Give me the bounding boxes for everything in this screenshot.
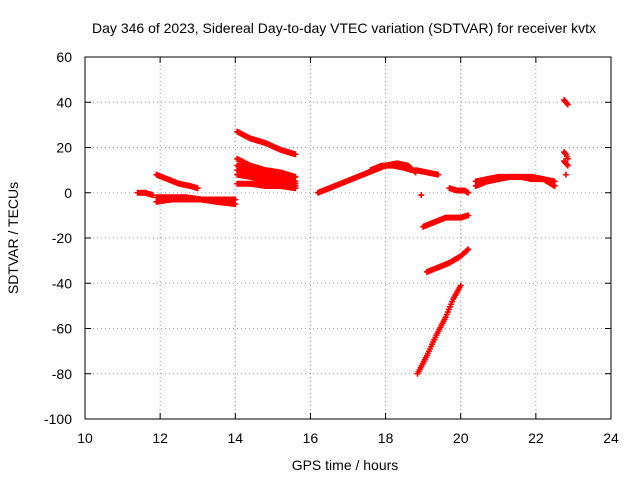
y-tick-label: 60 [56,49,72,65]
x-tick-label: 16 [303,430,319,446]
y-tick-label: -60 [52,321,72,337]
data-series-segment [234,128,299,158]
y-tick-label: 0 [64,185,72,201]
data-point-markers [234,162,299,185]
x-tick-label: 22 [528,430,544,446]
y-tick-label: -100 [44,411,72,427]
data-series-segment [234,155,299,180]
y-tick-label: -80 [52,366,72,382]
x-tick-label: 12 [152,430,168,446]
data-points [134,96,571,377]
data-point-markers [414,282,464,377]
data-series-segment [446,185,472,196]
data-point-markers [561,149,571,162]
x-tick-label: 24 [603,430,619,446]
y-axis-label: SDTVAR / TECUs [5,182,21,294]
data-point-markers [446,185,472,196]
grid-lines [85,57,611,419]
axis-ticks: 10 12 14 16 18 20 22 24 -100 -80 -60 -40 -20 0 20 40 60 [44,49,619,446]
data-point-markers [234,155,299,180]
y-tick-label: 20 [56,140,72,156]
data-series-segment [367,162,415,174]
data-series-segment [472,173,558,185]
data-point-markers [423,246,472,275]
data-point-markers [367,162,415,174]
data-point-markers [561,96,571,108]
x-tick-label: 20 [453,430,469,446]
data-point-markers [418,192,425,199]
data-series-segment [412,167,442,178]
x-tick-label: 10 [77,430,93,446]
y-tick-label: -20 [52,230,72,246]
data-point-markers [562,171,569,178]
data-series-segment [234,162,299,185]
data-point-markers [234,128,299,158]
data-point-markers [153,171,201,192]
chart-title: Day 346 of 2023, Sidereal Day-to-day VTE… [92,20,596,36]
data-point-markers [472,173,558,185]
y-tick-label: -40 [52,275,72,291]
data-series-segment [153,194,239,203]
data-point-markers [153,194,239,203]
data-point-markers [561,158,571,169]
data-series-segment [561,149,571,162]
data-series-segment [562,171,569,178]
data-point-markers [134,189,156,199]
data-series-segment [418,192,425,199]
x-tick-label: 14 [227,430,243,446]
y-tick-label: 40 [56,94,72,110]
x-tick-label: 18 [378,430,394,446]
data-series-segment [561,96,571,108]
data-series-segment [134,189,156,199]
data-point-markers [234,180,299,192]
data-series-segment [561,158,571,169]
data-point-markers [412,167,442,178]
data-point-markers [420,212,472,230]
data-series-segment [234,180,299,192]
data-series-segment [420,212,472,230]
data-series-segment [414,282,464,377]
x-axis-label: GPS time / hours [292,457,399,473]
data-series-segment [423,246,472,275]
data-series-segment [153,171,201,192]
